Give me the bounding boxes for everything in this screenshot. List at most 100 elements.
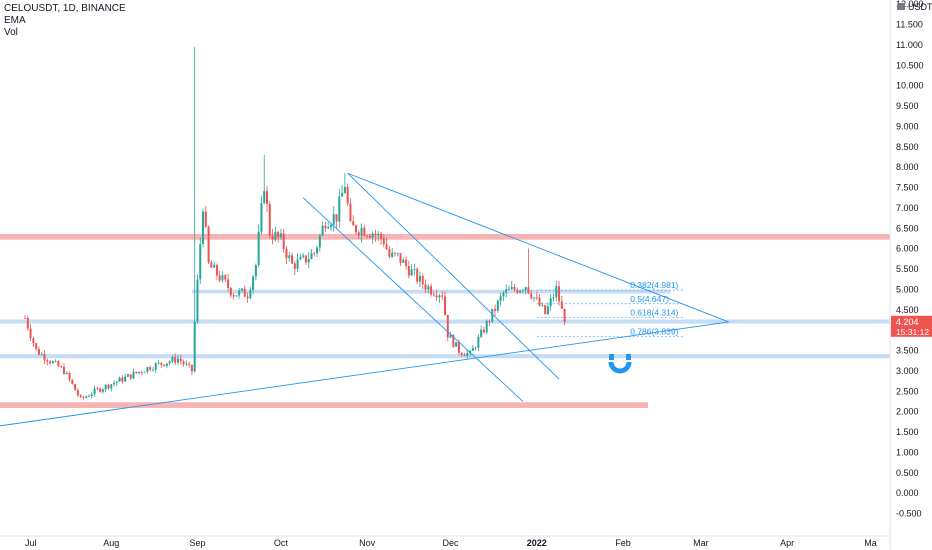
candle-body [227,279,230,288]
candle-body [471,348,474,351]
trendline-channel-lower [302,197,524,402]
candle-body [138,371,141,373]
candle-body [327,227,330,229]
candle-body [65,372,68,374]
price-tick-label: 3.000 [896,366,919,376]
candle-body [435,295,438,298]
time-tick-label: Sep [189,538,205,548]
candle-body [538,297,541,306]
indicator-ema[interactable]: EMA [4,15,26,26]
candle-body [474,347,477,349]
time-tick-label: Apr [780,538,794,548]
trendlines-layer[interactable] [0,172,729,427]
candle-body [176,358,180,363]
price-tick-label: 2.000 [896,407,919,417]
time-tick-label: Nov [359,538,376,548]
last-price-value: 4.204 [896,317,919,327]
price-tick-label: 8.500 [896,142,919,152]
price-tick-label: 3.500 [896,346,919,356]
candle-body [407,265,410,276]
candle-body [160,362,163,365]
indicator-vol[interactable]: Vol [4,27,18,38]
price-tick-label: 9.500 [896,101,919,111]
candle-body [62,366,65,374]
fib-retracement[interactable]: 0.382(4.981) 0.5(4.647) 0.618(4.314) 0.786(… [536,280,685,338]
candle-body [513,286,516,290]
candle-body [349,203,352,222]
candle-body [544,305,547,315]
candle-body [68,372,71,380]
candle-body [293,263,296,269]
candle-body [505,289,508,293]
candle-body [304,255,307,263]
candle-body [85,396,88,398]
candle-body [324,225,327,229]
price-tick-label: 12.000 [896,0,924,9]
candle-body [549,298,552,307]
candle-body [546,306,549,315]
candle-body [235,295,238,297]
candle-body [438,295,441,298]
candle-body [126,374,129,377]
candle-body [96,388,99,390]
candle-body [51,361,54,364]
candle-body [221,275,224,281]
candle-body [366,235,369,237]
price-tick-label: -0.500 [896,509,922,519]
currency-label: USDT [897,2,932,12]
candle-body [363,227,366,236]
time-axis[interactable]: Jul Aug Sep Oct Nov Dec 2022 Feb Mar Apr Ma [25,538,877,548]
candle-body [524,287,527,291]
candle-body [457,342,460,353]
time-tick-label: Oct [274,538,289,548]
candle-body [190,364,193,372]
candle-body [563,308,566,322]
price-tick-label: 6.500 [896,223,919,233]
candle-body [421,276,424,285]
candle-body [54,361,57,362]
candle-body [521,290,524,292]
candle-body [368,235,371,238]
candle-body [193,321,196,372]
candle-body [207,226,210,263]
price-tick-label: 6.000 [896,244,919,254]
candle-body [316,247,319,254]
candle-body [482,329,485,333]
candle-body [329,224,332,228]
candle-body [393,252,396,254]
candle-body [171,357,174,362]
candle-body [165,363,168,366]
candle-body [382,238,385,245]
candle-body [232,295,235,297]
bar-countdown: 15:31:12 [896,327,929,337]
candle-body [441,295,444,297]
candle-body [93,388,96,395]
candle-body [338,196,341,222]
candle-body [332,214,335,225]
candle-body [274,231,277,240]
candle-body [163,364,166,366]
candle-body [196,279,199,322]
candle-body [202,211,205,245]
price-tick-label: 0.500 [896,468,919,478]
candle-body [43,354,46,361]
candle-body [185,363,188,365]
price-tick-label: 1.000 [896,447,919,457]
symbol-title[interactable]: CELOUSDT, 1D, BINANCE [4,3,126,14]
candle-body [101,389,104,392]
candle-body [302,255,305,257]
candle-body [430,286,433,295]
candle-body [357,232,360,236]
candle-body [29,328,32,339]
candle-body [535,297,538,299]
time-tick-label: 2022 [527,538,547,548]
candle-body [377,233,380,235]
price-axis[interactable]: 12.000 11.500 11.000 10.500 10.000 9.500 9.000… [896,0,924,519]
candle-body [463,354,466,356]
price-tick-label: 10.500 [896,60,924,70]
candle-body [104,384,107,390]
candle-body [396,253,399,254]
candle-body [541,305,544,307]
candle-body [532,297,536,299]
